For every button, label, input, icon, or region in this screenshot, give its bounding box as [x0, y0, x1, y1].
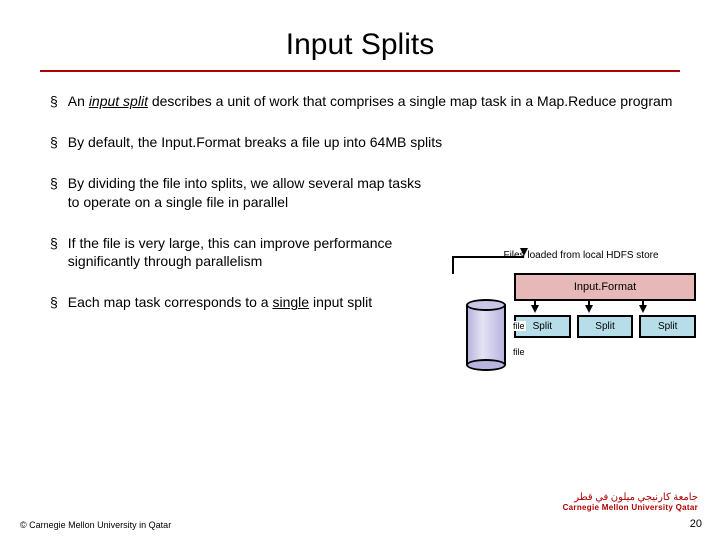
slide: Input Splits § An input split describes … [0, 0, 720, 540]
arrow-icon [520, 248, 528, 256]
text-fragment: Each map task corresponds to a [68, 294, 273, 310]
bullet-item: § If the file is very large, this can im… [50, 234, 430, 272]
diagram: Files loaded from local HDFS store file … [466, 250, 696, 371]
copyright-footer: © Carnegie Mellon University in Qatar [20, 520, 171, 530]
connector-line [452, 256, 524, 258]
text-fragment: An [68, 93, 89, 109]
text-emphasis: single [272, 294, 309, 310]
text-fragment: input split [309, 294, 372, 310]
bullet-marker: § [50, 92, 58, 111]
slide-title: Input Splits [0, 0, 720, 70]
diagram-right: Input.Format Split Split Split [514, 267, 696, 338]
bullet-text: An input split describes a unit of work … [68, 92, 690, 111]
diagram-body: file file Input.Format [466, 267, 696, 371]
page-number: 20 [690, 518, 702, 530]
input-format-label: Input.Format [574, 281, 636, 293]
bullet-marker: § [50, 174, 58, 212]
bullet-marker: § [50, 293, 58, 312]
bullet-text: If the file is very large, this can impr… [68, 234, 430, 272]
text-emphasis: input split [89, 93, 148, 109]
split-box: Split [639, 315, 696, 338]
bullet-marker: § [50, 234, 58, 272]
bullet-item: § By default, the Input.Format breaks a … [50, 133, 690, 152]
bullet-item: § An input split describes a unit of wor… [50, 92, 690, 111]
bullet-text: By default, the Input.Format breaks a fi… [68, 133, 690, 152]
cmu-qatar-logo: جامعة كارنيجي ميلون في قطر Carnegie Mell… [563, 492, 698, 512]
bullet-marker: § [50, 133, 58, 152]
text-fragment: describes a unit of work that comprises … [148, 93, 672, 109]
bullet-text: By dividing the file into splits, we all… [68, 174, 430, 212]
file-label: file [512, 321, 526, 331]
splits-row: Split Split Split [514, 315, 696, 338]
file-cylinder-icon: file file [466, 299, 506, 371]
input-format-box: Input.Format [514, 273, 696, 301]
title-underline [40, 70, 680, 72]
file-label: file [512, 347, 526, 357]
connector-line [452, 256, 454, 274]
bullet-item: § By dividing the file into splits, we a… [50, 174, 430, 212]
logo-english: Carnegie Mellon University Qatar [563, 503, 698, 512]
logo-arabic: جامعة كارنيجي ميلون في قطر [563, 492, 698, 503]
split-box: Split [577, 315, 634, 338]
